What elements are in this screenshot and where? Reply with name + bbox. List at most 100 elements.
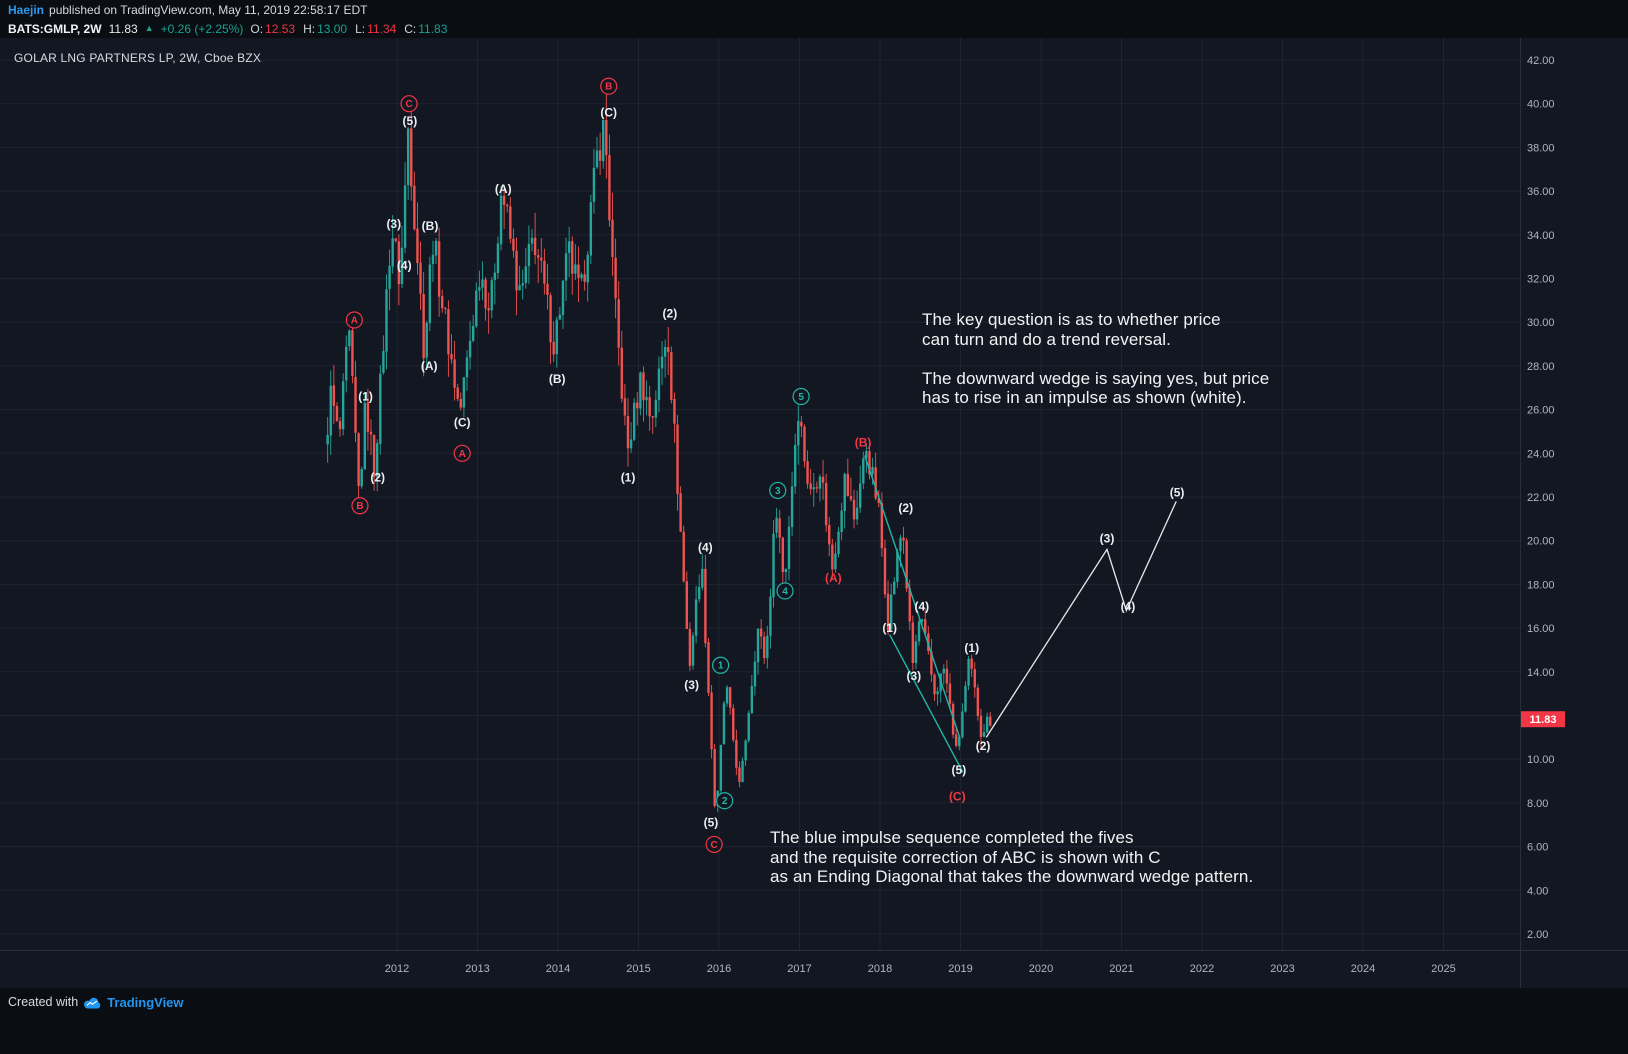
- teal-circled-wave-label[interactable]: [716, 792, 734, 810]
- red-circled-wave-label[interactable]: [453, 444, 471, 462]
- svg-text:2020: 2020: [1029, 963, 1053, 975]
- svg-text:26.00: 26.00: [1527, 405, 1555, 417]
- wave-label[interactable]: (3): [684, 678, 699, 692]
- wave-labels[interactable]: (5) (3) (B) (4) (A) (A) (1) (C) (2) (B) (C) (2) (1) (…: [345, 77, 1185, 854]
- created-with-label: Created with: [8, 995, 79, 1009]
- ohlc-legend: O: 12.53 H: 13.00 L: 11.34 C: 11.83: [250, 22, 447, 36]
- svg-text:20.00: 20.00: [1527, 536, 1555, 548]
- wave-label[interactable]: (C): [454, 416, 471, 430]
- ohlc-letter: C:: [404, 22, 417, 36]
- wave-label[interactable]: (5): [704, 816, 719, 830]
- ohlc-low: L: 11.34: [355, 22, 396, 36]
- ohlc-value: 13.00: [317, 22, 348, 36]
- tradingview-brand-link[interactable]: TradingView: [107, 995, 184, 1010]
- wave-label[interactable]: (2): [370, 470, 385, 484]
- wave-label[interactable]: (A): [421, 359, 438, 373]
- teal-circled-wave-label[interactable]: [769, 481, 787, 500]
- teal-circled-wave-label[interactable]: [712, 656, 730, 674]
- wave-label[interactable]: (A): [495, 182, 512, 196]
- white-impulse-projection[interactable]: [985, 501, 1177, 738]
- wave-label[interactable]: (C): [600, 105, 617, 119]
- svg-text:6.00: 6.00: [1527, 842, 1548, 854]
- wave-label[interactable]: (5): [1170, 486, 1185, 500]
- svg-text:8.00: 8.00: [1527, 798, 1548, 810]
- svg-text:38.00: 38.00: [1527, 142, 1555, 154]
- wave-label[interactable]: (5): [952, 763, 967, 777]
- svg-text:2: 2: [722, 796, 728, 807]
- wave-label[interactable]: (B): [549, 372, 566, 386]
- red-circled-wave-label[interactable]: [351, 497, 369, 515]
- wave-label[interactable]: (B): [855, 435, 872, 449]
- red-circled-wave-label[interactable]: [400, 95, 418, 113]
- wave-label[interactable]: (1): [882, 621, 897, 635]
- wave-label[interactable]: (5): [403, 114, 418, 128]
- trend-lines[interactable]: [864, 455, 1177, 773]
- wave-label[interactable]: (2): [663, 306, 678, 320]
- red-circled-wave-label[interactable]: [345, 311, 363, 329]
- price-chart[interactable]: (5) (3) (B) (4) (A) (A) (1) (C) (2) (B) (C) (2) (1) (…: [0, 38, 1628, 988]
- svg-text:11.83: 11.83: [1530, 714, 1557, 726]
- teal-circled-wave-label[interactable]: [776, 582, 794, 600]
- publish-info: published on TradingView.com, May 11, 20…: [49, 3, 368, 17]
- wave-label[interactable]: (2): [976, 739, 991, 753]
- ohlc-value: 12.53: [265, 22, 296, 36]
- wedge-upper-line[interactable]: [864, 455, 961, 738]
- wedge-lower-line[interactable]: [889, 634, 964, 773]
- svg-text:2015: 2015: [626, 963, 650, 975]
- ticker-bar: BATS:GMLP, 2W 11.83 ▲ +0.26 (+2.25%) O: 1…: [0, 20, 1628, 38]
- wave-label[interactable]: (1): [358, 389, 373, 403]
- wave-label[interactable]: (3): [1100, 532, 1115, 546]
- chart-grid: [0, 38, 1520, 950]
- svg-text:B: B: [605, 82, 612, 93]
- wave-label[interactable]: (4): [1121, 599, 1136, 613]
- svg-text:2013: 2013: [465, 963, 489, 975]
- svg-text:22.00: 22.00: [1527, 492, 1555, 504]
- svg-text:2016: 2016: [707, 963, 731, 975]
- svg-text:2022: 2022: [1190, 963, 1214, 975]
- svg-text:4: 4: [782, 586, 788, 597]
- chart-area[interactable]: (5) (3) (B) (4) (A) (A) (1) (C) (2) (B) (C) (2) (1) (…: [0, 38, 1628, 988]
- svg-text:24.00: 24.00: [1527, 448, 1555, 460]
- svg-text:40.00: 40.00: [1527, 99, 1555, 111]
- author-link[interactable]: Haejin: [8, 3, 45, 17]
- svg-text:16.00: 16.00: [1527, 623, 1555, 635]
- svg-text:14.00: 14.00: [1527, 667, 1555, 679]
- svg-text:2024: 2024: [1351, 963, 1375, 975]
- teal-circled-wave-label[interactable]: [792, 387, 810, 406]
- price-axis[interactable]: 42.00 40.00 38.00 36.00 34.00 32.00 30.00 28.00…: [1520, 38, 1555, 988]
- ohlc-value: 11.83: [418, 22, 448, 36]
- ohlc-close: C: 11.83: [404, 22, 447, 36]
- symbol-label[interactable]: BATS:GMLP, 2W: [8, 22, 102, 36]
- svg-text:2019: 2019: [948, 963, 972, 975]
- wave-label[interactable]: (B): [422, 219, 439, 233]
- svg-text:36.00: 36.00: [1527, 186, 1555, 198]
- tradingview-logo-icon[interactable]: [83, 996, 102, 1010]
- time-axis[interactable]: 2012 2013 2014 2015 2016 2017 2018 2019 2020 2021…: [0, 950, 1628, 976]
- last-price-tag: 11.83: [1521, 711, 1565, 728]
- annotation-text-bottom[interactable]: The blue impulse sequence completed the …: [770, 828, 1254, 886]
- svg-text:2.00: 2.00: [1527, 929, 1548, 941]
- svg-text:2021: 2021: [1109, 963, 1133, 975]
- svg-text:C: C: [405, 99, 412, 110]
- wave-label[interactable]: (3): [906, 669, 921, 683]
- wave-label[interactable]: (4): [397, 258, 412, 272]
- svg-text:42.00: 42.00: [1527, 55, 1555, 67]
- wave-label[interactable]: (4): [915, 599, 930, 613]
- wave-label[interactable]: (2): [898, 501, 913, 515]
- wave-label[interactable]: (C): [949, 789, 966, 803]
- svg-text:10.00: 10.00: [1527, 754, 1555, 766]
- candlestick-series[interactable]: [326, 92, 992, 813]
- svg-text:28.00: 28.00: [1527, 361, 1555, 373]
- red-circled-wave-label[interactable]: [705, 835, 723, 854]
- red-circled-wave-label[interactable]: [600, 77, 618, 95]
- wave-label[interactable]: (1): [621, 470, 636, 484]
- ohlc-letter: H:: [303, 22, 316, 36]
- publish-bar: Haejin published on TradingView.com, May…: [0, 0, 1628, 20]
- wave-label[interactable]: (4): [698, 540, 713, 554]
- annotation-text-top[interactable]: The key question is as to whether price …: [922, 310, 1270, 407]
- wave-label[interactable]: (A): [825, 571, 842, 585]
- wave-label[interactable]: (3): [386, 217, 401, 231]
- wave-label[interactable]: (1): [964, 641, 979, 655]
- svg-text:30.00: 30.00: [1527, 317, 1555, 329]
